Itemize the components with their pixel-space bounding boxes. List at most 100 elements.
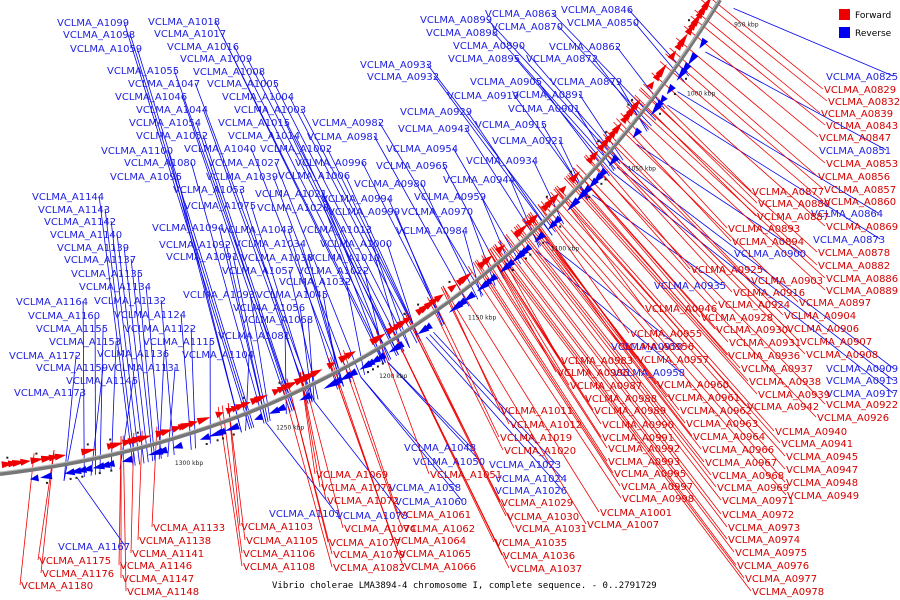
forward-gene-label[interactable]: VCLMA_A1037 bbox=[510, 564, 582, 575]
forward-gene-label[interactable]: VCLMA_A0939 bbox=[758, 390, 830, 401]
reverse-gene-label[interactable]: VCLMA_A0846 bbox=[561, 5, 633, 16]
forward-gene-label[interactable]: VCLMA_A1175 bbox=[39, 556, 111, 567]
reverse-gene-label[interactable]: VCLMA_A1052 bbox=[136, 131, 208, 142]
forward-gene-label[interactable]: VCLMA_A0962 bbox=[680, 406, 752, 417]
reverse-gene-label[interactable]: VCLMA_A0879 bbox=[550, 77, 622, 88]
reverse-gene-label[interactable]: VCLMA_A0890 bbox=[453, 41, 525, 52]
reverse-gene-label[interactable]: VCLMA_A0994 bbox=[321, 194, 393, 205]
reverse-gene-label[interactable]: VCLMA_A1039 bbox=[206, 172, 278, 183]
forward-gene-label[interactable]: VCLMA_A1069 bbox=[316, 470, 388, 481]
reverse-gene-label[interactable]: VCLMA_A1155 bbox=[36, 324, 108, 335]
forward-gene-label[interactable]: VCLMA_A0955 bbox=[630, 329, 702, 340]
forward-gene-label[interactable]: VCLMA_A1029 bbox=[501, 498, 573, 509]
forward-gene-label[interactable]: VCLMA_A0839 bbox=[821, 109, 893, 120]
reverse-gene-label[interactable]: VCLMA_A1028 bbox=[257, 203, 329, 214]
reverse-gene-label[interactable]: VCLMA_A1173 bbox=[14, 388, 86, 399]
forward-gene-label[interactable]: VCLMA_A0860 bbox=[824, 197, 896, 208]
forward-gene-label[interactable]: VCLMA_A0906 bbox=[787, 324, 859, 335]
reverse-gene-label[interactable]: VCLMA_A0944 bbox=[443, 175, 515, 186]
reverse-gene-label[interactable]: VCLMA_A1132 bbox=[94, 296, 166, 307]
forward-gene-label[interactable]: VCLMA_A0857 bbox=[824, 185, 896, 196]
reverse-gene-label[interactable]: VCLMA_A0984 bbox=[396, 226, 468, 237]
reverse-gene-label[interactable]: VCLMA_A1057 bbox=[222, 266, 294, 277]
reverse-gene-label[interactable]: VCLMA_A1093 bbox=[183, 290, 255, 301]
forward-gene-label[interactable]: VCLMA_A0869 bbox=[826, 222, 898, 233]
reverse-gene-label[interactable]: VCLMA_A1040 bbox=[184, 144, 256, 155]
forward-gene-label[interactable]: VCLMA_A0940 bbox=[775, 427, 847, 438]
reverse-gene-label[interactable]: VCLMA_A1044 bbox=[136, 105, 208, 116]
forward-gene-label[interactable]: VCLMA_A0968 bbox=[712, 471, 784, 482]
forward-gene-label[interactable]: VCLMA_A0995 bbox=[614, 469, 686, 480]
reverse-gene-label[interactable]: VCLMA_A1055 bbox=[107, 66, 179, 77]
reverse-gene-label[interactable]: VCLMA_A1048 bbox=[404, 443, 476, 454]
forward-gene-label[interactable]: VCLMA_A1074 bbox=[344, 524, 416, 535]
reverse-gene-label[interactable]: VCLMA_A1095 bbox=[110, 172, 182, 183]
reverse-gene-label[interactable]: VCLMA_A1021 bbox=[255, 189, 327, 200]
forward-gene-label[interactable]: VCLMA_A0926 bbox=[817, 413, 889, 424]
forward-gene-label[interactable]: VCLMA_A0960 bbox=[657, 380, 729, 391]
forward-gene-label[interactable]: VCLMA_A1065 bbox=[399, 549, 471, 560]
reverse-gene-label[interactable]: VCLMA_A1143 bbox=[38, 205, 110, 216]
reverse-gene-label[interactable]: VCLMA_A0913 bbox=[826, 376, 898, 387]
reverse-gene-label[interactable]: VCLMA_A0959 bbox=[414, 192, 486, 203]
forward-gene-label[interactable]: VCLMA_A0945 bbox=[786, 452, 858, 463]
reverse-gene-label[interactable]: VCLMA_A0935 bbox=[654, 281, 726, 292]
reverse-gene-label[interactable]: VCLMA_A0981 bbox=[307, 132, 379, 143]
forward-gene-label[interactable]: VCLMA_A0972 bbox=[722, 510, 794, 521]
forward-gene-label[interactable]: VCLMA_A0957 bbox=[637, 355, 709, 366]
forward-gene-label[interactable]: VCLMA_A0976 bbox=[737, 561, 809, 572]
reverse-gene-label[interactable]: VCLMA_A0863 bbox=[485, 9, 557, 20]
forward-gene-label[interactable]: VCLMA_A0975 bbox=[735, 548, 807, 559]
forward-gene-label[interactable]: VCLMA_A1106 bbox=[243, 549, 315, 560]
reverse-gene-label[interactable]: VCLMA_A1056 bbox=[233, 303, 305, 314]
reverse-gene-label[interactable]: VCLMA_A0970 bbox=[401, 207, 473, 218]
forward-gene-label[interactable]: VCLMA_A0974 bbox=[728, 535, 800, 546]
reverse-gene-label[interactable]: VCLMA_A1008 bbox=[193, 67, 265, 78]
reverse-gene-label[interactable]: VCLMA_A1058 bbox=[389, 483, 461, 494]
forward-gene-label[interactable]: VCLMA_A0963 bbox=[686, 419, 758, 430]
forward-gene-label[interactable]: VCLMA_A0978 bbox=[752, 587, 824, 598]
forward-gene-label[interactable]: VCLMA_A0924 bbox=[718, 300, 790, 311]
reverse-gene-label[interactable]: VCLMA_A1167 bbox=[58, 542, 130, 553]
forward-gene-label[interactable]: VCLMA_A0941 bbox=[781, 439, 853, 450]
reverse-gene-label[interactable]: VCLMA_A1005 bbox=[207, 79, 279, 90]
forward-gene-label[interactable]: VCLMA_A1051 bbox=[430, 470, 502, 481]
reverse-gene-label[interactable]: VCLMA_A1081 bbox=[218, 331, 290, 342]
reverse-gene-label[interactable]: VCLMA_A1002 bbox=[260, 144, 332, 155]
forward-gene-label[interactable]: VCLMA_A0886 bbox=[826, 274, 898, 285]
forward-gene-label[interactable]: VCLMA_A0922 bbox=[826, 400, 898, 411]
reverse-gene-label[interactable]: VCLMA_A0917 bbox=[826, 389, 898, 400]
forward-gene-label[interactable]: VCLMA_A1146 bbox=[120, 561, 192, 572]
forward-gene-label[interactable]: VCLMA_A0998 bbox=[622, 494, 694, 505]
forward-gene-label[interactable]: VCLMA_A1066 bbox=[404, 562, 476, 573]
forward-gene-label[interactable]: VCLMA_A0987 bbox=[570, 381, 642, 392]
forward-gene-label[interactable]: VCLMA_A1012 bbox=[510, 420, 582, 431]
forward-gene-label[interactable]: VCLMA_A0937 bbox=[741, 364, 813, 375]
forward-gene-label[interactable]: VCLMA_A0956 bbox=[622, 342, 694, 353]
forward-gene-label[interactable]: VCLMA_A1180 bbox=[21, 581, 93, 592]
reverse-gene-label[interactable]: VCLMA_A1172 bbox=[9, 351, 81, 362]
reverse-gene-label[interactable]: VCLMA_A0895 bbox=[448, 54, 520, 65]
reverse-gene-label[interactable]: VCLMA_A1104 bbox=[182, 350, 254, 361]
reverse-gene-label[interactable]: VCLMA_A1018 bbox=[148, 17, 220, 28]
forward-gene-label[interactable]: VCLMA_A0942 bbox=[747, 402, 819, 413]
forward-gene-label[interactable]: VCLMA_A1141 bbox=[132, 549, 204, 560]
forward-gene-label[interactable]: VCLMA_A1103 bbox=[241, 522, 313, 533]
forward-gene-label[interactable]: VCLMA_A1138 bbox=[139, 536, 211, 547]
reverse-gene-label[interactable]: VCLMA_A1060 bbox=[395, 497, 467, 508]
forward-gene-label[interactable]: VCLMA_A0889 bbox=[826, 286, 898, 297]
reverse-gene-label[interactable]: VCLMA_A0851 bbox=[819, 146, 891, 157]
reverse-gene-label[interactable]: VCLMA_A0999 bbox=[328, 207, 400, 218]
forward-gene-label[interactable]: VCLMA_A1030 bbox=[507, 512, 579, 523]
reverse-gene-label[interactable]: VCLMA_A0929 bbox=[400, 107, 472, 118]
forward-gene-label[interactable]: VCLMA_A0949 bbox=[787, 491, 859, 502]
reverse-gene-label[interactable]: VCLMA_A0943 bbox=[398, 124, 470, 135]
forward-gene-label[interactable]: VCLMA_A1062 bbox=[403, 524, 475, 535]
forward-gene-label[interactable]: VCLMA_A1105 bbox=[246, 536, 318, 547]
reverse-gene-label[interactable]: VCLMA_A0898 bbox=[426, 28, 498, 39]
reverse-gene-label[interactable]: VCLMA_A0864 bbox=[811, 209, 883, 220]
reverse-gene-label[interactable]: VCLMA_A1004 bbox=[222, 92, 294, 103]
forward-gene-label[interactable]: VCLMA_A0882 bbox=[818, 261, 890, 272]
reverse-gene-label[interactable]: VCLMA_A1023 bbox=[489, 460, 561, 471]
reverse-gene-label[interactable]: VCLMA_A1006 bbox=[278, 171, 350, 182]
